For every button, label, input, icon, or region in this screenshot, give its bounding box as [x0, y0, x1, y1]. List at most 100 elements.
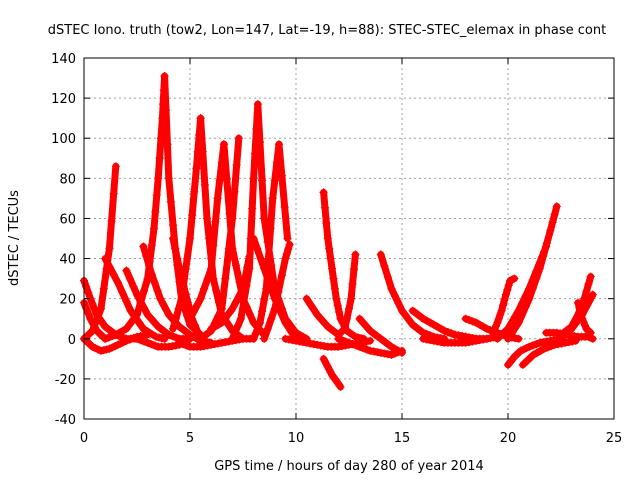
data-point-marker: [90, 322, 99, 331]
data-arc: [419, 334, 491, 347]
data-point-marker: [422, 316, 431, 325]
data-point-marker: [550, 340, 559, 349]
data-point-marker: [122, 324, 131, 333]
data-point-marker: [186, 334, 194, 343]
data-point-marker: [143, 338, 152, 347]
data-point-marker: [207, 264, 216, 273]
data-arc: [557, 290, 597, 343]
data-point-marker: [528, 284, 537, 293]
data-point-marker: [332, 294, 341, 303]
data-point-marker: [142, 251, 151, 260]
data-point-marker: [348, 279, 357, 288]
data-point-marker: [260, 214, 269, 223]
data-point-marker: [107, 217, 116, 226]
data-point-marker: [547, 342, 556, 351]
data-point-marker: [133, 290, 141, 299]
data-point-marker: [539, 338, 548, 347]
data-point-marker: [490, 325, 499, 334]
data-point-marker: [169, 324, 178, 333]
data-point-marker: [334, 342, 343, 351]
data-point-marker: [256, 254, 265, 263]
data-point-marker: [394, 299, 403, 308]
data-point-marker: [258, 307, 267, 316]
data-point-marker: [507, 329, 516, 338]
data-point-marker: [281, 254, 290, 263]
data-point-marker: [164, 310, 173, 319]
data-point-marker: [235, 335, 244, 344]
data-point-marker: [584, 279, 593, 288]
data-point-marker: [479, 322, 488, 331]
data-point-marker: [320, 318, 329, 327]
data-point-marker: [373, 348, 382, 357]
data-point-marker: [155, 154, 164, 163]
data-point-marker: [500, 328, 509, 337]
data-point-marker: [214, 339, 223, 348]
data-point-marker: [330, 374, 339, 383]
data-point-marker: [552, 202, 561, 211]
data-point-marker: [582, 287, 591, 296]
data-point-marker: [387, 284, 396, 293]
data-point-marker: [316, 314, 325, 323]
data-point-marker: [177, 273, 186, 282]
data-point-marker: [118, 287, 127, 296]
data-point-marker: [496, 310, 505, 319]
data-point-marker: [429, 320, 438, 329]
data-point-marker: [164, 330, 173, 339]
data-point-marker: [337, 336, 346, 345]
data-point-marker: [433, 337, 442, 346]
data-point-marker: [532, 348, 541, 357]
data-point-marker: [264, 254, 273, 263]
data-point-marker: [98, 318, 107, 327]
data-point-marker: [253, 244, 262, 253]
data-point-marker: [561, 338, 570, 347]
data-point-marker: [283, 234, 292, 243]
arc-track: [260, 241, 294, 343]
data-point-marker: [295, 337, 304, 346]
data-point-marker: [161, 106, 170, 115]
data-point-marker: [461, 338, 470, 347]
data-point-marker: [242, 281, 251, 290]
data-point-marker: [92, 310, 101, 319]
data-point-marker: [369, 347, 378, 356]
y-tick-label: -20: [55, 373, 76, 388]
data-point-marker: [84, 288, 93, 297]
data-arc: [249, 234, 300, 343]
data-point-marker: [564, 338, 573, 347]
data-arc: [186, 140, 228, 323]
data-point-marker: [330, 284, 339, 293]
data-point-marker: [214, 312, 223, 321]
data-point-marker: [349, 265, 358, 274]
data-point-marker: [329, 372, 338, 381]
data-point-marker: [281, 334, 290, 343]
data-point-marker: [88, 318, 97, 327]
data-point-marker: [546, 226, 555, 235]
data-point-marker: [125, 274, 134, 283]
data-point-marker: [525, 294, 534, 303]
data-point-marker: [419, 314, 428, 323]
data-point-marker: [362, 345, 371, 354]
data-point-marker: [277, 310, 286, 319]
data-point-marker: [440, 326, 449, 335]
y-tick-label: 80: [59, 172, 76, 187]
data-point-marker: [277, 271, 286, 280]
data-point-marker: [335, 308, 344, 317]
arc-track: [250, 140, 291, 343]
data-point-marker: [461, 314, 470, 323]
data-point-marker: [493, 318, 502, 327]
data-point-marker: [503, 285, 512, 294]
data-point-marker: [518, 310, 527, 319]
data-point-marker: [143, 310, 152, 319]
data-point-marker: [153, 286, 162, 295]
data-point-marker: [260, 264, 269, 273]
data-arc: [334, 334, 406, 359]
data-point-marker: [164, 342, 173, 351]
data-point-marker: [122, 266, 131, 275]
data-point-marker: [325, 244, 334, 253]
data-point-marker: [539, 251, 548, 260]
data-point-marker: [493, 334, 502, 343]
data-point-marker: [101, 334, 110, 343]
data-point-marker: [336, 314, 345, 323]
data-point-marker: [328, 264, 337, 273]
data-point-marker: [178, 340, 187, 349]
data-point-marker: [140, 337, 149, 346]
